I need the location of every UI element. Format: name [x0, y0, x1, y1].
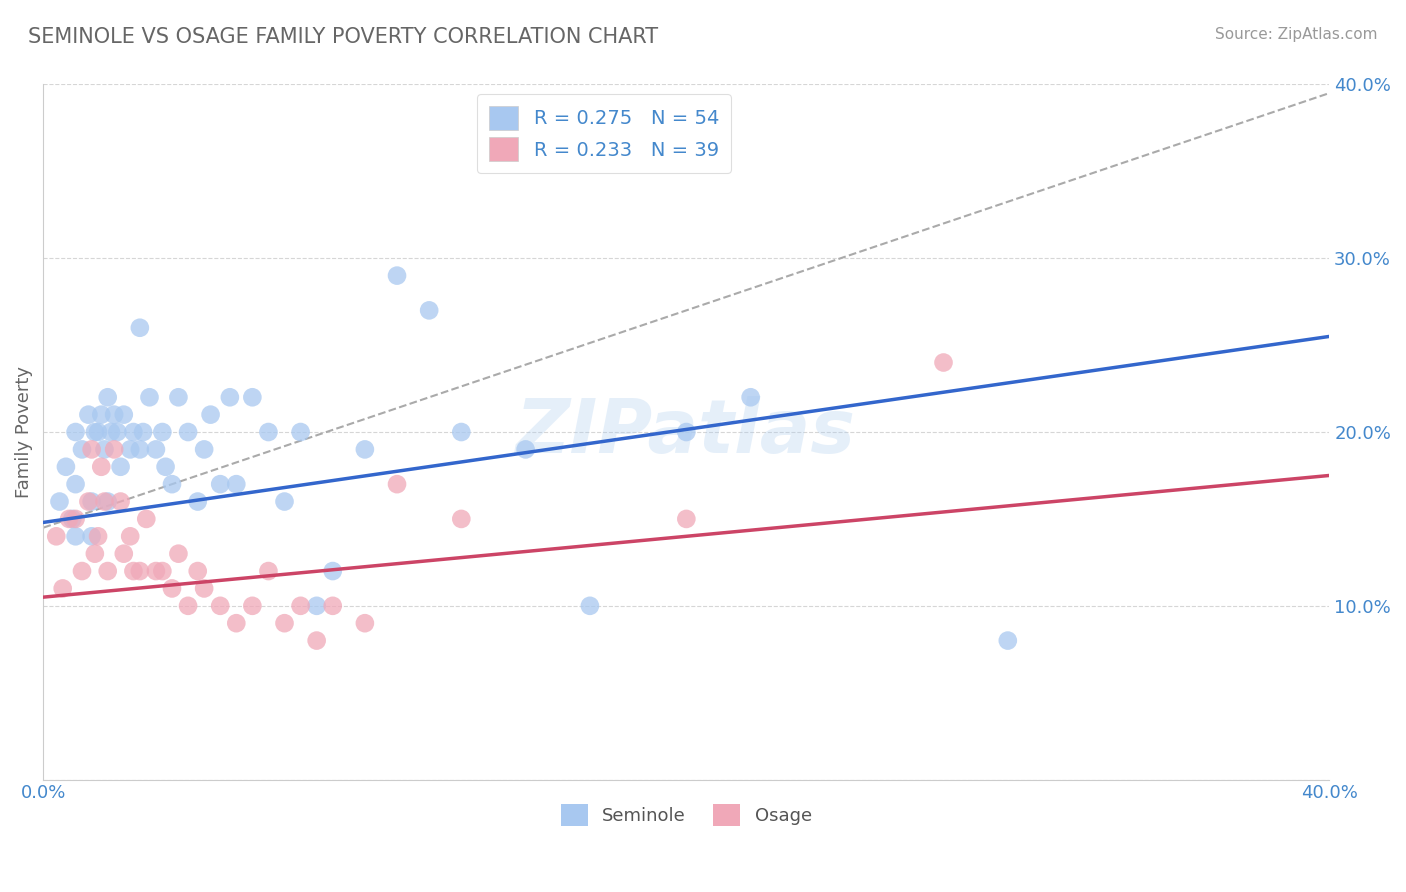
Legend: Seminole, Osage: Seminole, Osage: [554, 797, 820, 833]
Point: [80, 494, 103, 508]
Text: ZIPatlas: ZIPatlas: [516, 395, 856, 468]
Point: [77, 494, 100, 508]
Point: [103, 442, 125, 457]
Point: [354, 616, 377, 631]
Point: [83, 425, 105, 439]
Point: [83, 547, 105, 561]
Point: [132, 425, 155, 439]
Point: [45, 529, 67, 543]
Point: [167, 390, 190, 404]
Point: [122, 425, 145, 439]
Point: [675, 512, 697, 526]
Point: [65, 425, 87, 439]
Point: [240, 390, 263, 404]
Y-axis label: Family Poverty: Family Poverty: [15, 366, 32, 498]
Point: [145, 442, 167, 457]
Point: [103, 408, 125, 422]
Point: [70, 564, 93, 578]
Point: [450, 512, 472, 526]
Point: [240, 599, 263, 613]
Point: [200, 408, 222, 422]
Point: [150, 425, 173, 439]
Point: [58, 512, 80, 526]
Point: [167, 547, 190, 561]
Point: [93, 442, 115, 457]
Point: [257, 564, 280, 578]
Point: [110, 494, 132, 508]
Point: [450, 425, 472, 439]
Point: [177, 599, 200, 613]
Text: SEMINOLE VS OSAGE FAMILY POVERTY CORRELATION CHART: SEMINOLE VS OSAGE FAMILY POVERTY CORRELA…: [28, 27, 658, 46]
Point: [87, 529, 110, 543]
Point: [55, 459, 77, 474]
Point: [160, 477, 183, 491]
Point: [120, 529, 142, 543]
Point: [120, 442, 142, 457]
Point: [209, 477, 232, 491]
Point: [740, 390, 762, 404]
Point: [112, 547, 135, 561]
Point: [177, 425, 200, 439]
Point: [322, 564, 344, 578]
Point: [385, 268, 408, 283]
Point: [209, 599, 232, 613]
Point: [97, 564, 120, 578]
Point: [87, 425, 110, 439]
Point: [65, 512, 87, 526]
Point: [225, 477, 247, 491]
Point: [225, 616, 247, 631]
Point: [97, 494, 120, 508]
Point: [150, 564, 173, 578]
Point: [65, 477, 87, 491]
Point: [105, 425, 128, 439]
Point: [997, 633, 1019, 648]
Point: [160, 582, 183, 596]
Point: [187, 564, 209, 578]
Point: [80, 442, 103, 457]
Point: [187, 494, 209, 508]
Point: [128, 564, 150, 578]
Point: [100, 425, 122, 439]
Point: [273, 494, 295, 508]
Point: [112, 408, 135, 422]
Point: [418, 303, 440, 318]
Point: [354, 442, 377, 457]
Point: [128, 320, 150, 334]
Point: [70, 442, 93, 457]
Point: [145, 564, 167, 578]
Point: [93, 494, 115, 508]
Point: [515, 442, 537, 457]
Point: [675, 425, 697, 439]
Point: [155, 459, 177, 474]
Point: [218, 390, 240, 404]
Point: [305, 633, 328, 648]
Text: Source: ZipAtlas.com: Source: ZipAtlas.com: [1215, 27, 1378, 42]
Point: [193, 582, 215, 596]
Point: [128, 442, 150, 457]
Point: [77, 408, 100, 422]
Point: [290, 425, 312, 439]
Point: [290, 599, 312, 613]
Point: [257, 425, 280, 439]
Point: [48, 494, 70, 508]
Point: [273, 616, 295, 631]
Point: [138, 390, 160, 404]
Point: [80, 529, 103, 543]
Point: [579, 599, 602, 613]
Point: [135, 512, 157, 526]
Point: [193, 442, 215, 457]
Point: [110, 459, 132, 474]
Point: [97, 390, 120, 404]
Point: [122, 564, 145, 578]
Point: [322, 599, 344, 613]
Point: [932, 355, 955, 369]
Point: [90, 459, 112, 474]
Point: [90, 408, 112, 422]
Point: [65, 529, 87, 543]
Point: [305, 599, 328, 613]
Point: [52, 582, 75, 596]
Point: [60, 512, 83, 526]
Point: [385, 477, 408, 491]
